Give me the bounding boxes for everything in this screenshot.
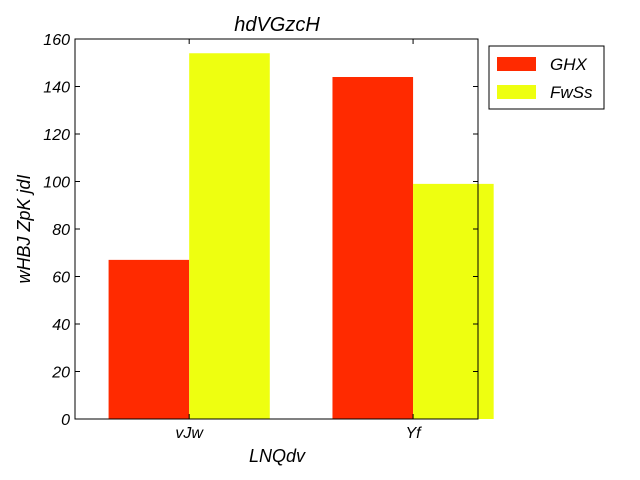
y-tick-label: 160 xyxy=(43,32,70,49)
legend-label-GHX: GHX xyxy=(550,55,588,74)
y-tick-label: 80 xyxy=(52,222,70,239)
y-tick-label: 0 xyxy=(61,412,70,429)
legend-label-FwSs: FwSs xyxy=(550,83,593,102)
y-tick-label: 40 xyxy=(52,317,70,334)
bar-GHX-Yf xyxy=(332,77,414,419)
x-ticks-group: vJw Yf xyxy=(175,39,422,442)
legend-swatch-GHX xyxy=(497,57,536,71)
y-tick-label: 100 xyxy=(43,175,70,192)
plot-area-frame xyxy=(74,38,479,420)
chart-title: hdVGzcH xyxy=(234,14,320,36)
x-tick-label: Yf xyxy=(406,425,423,442)
y-tick-label: 120 xyxy=(43,127,70,144)
legend-swatch-FwSs xyxy=(497,85,536,99)
legend: GHX FwSs xyxy=(488,45,605,110)
x-axis-label: LNQdv xyxy=(249,446,306,466)
bar-GHX-vJw xyxy=(108,259,190,419)
y-tick-label: 20 xyxy=(51,365,70,382)
y-axis-label: wHBJ ZpK jdI xyxy=(14,174,34,283)
bar-FwSs-vJw xyxy=(189,53,270,419)
bars-group xyxy=(108,53,494,419)
x-tick-label: vJw xyxy=(175,425,204,442)
y-ticks-group: 0 20 40 60 80 100 120 140 160 xyxy=(43,32,478,429)
y-tick-label: 140 xyxy=(43,80,70,97)
y-tick-label: 60 xyxy=(52,270,70,287)
bar-FwSs-Yf xyxy=(413,183,494,419)
